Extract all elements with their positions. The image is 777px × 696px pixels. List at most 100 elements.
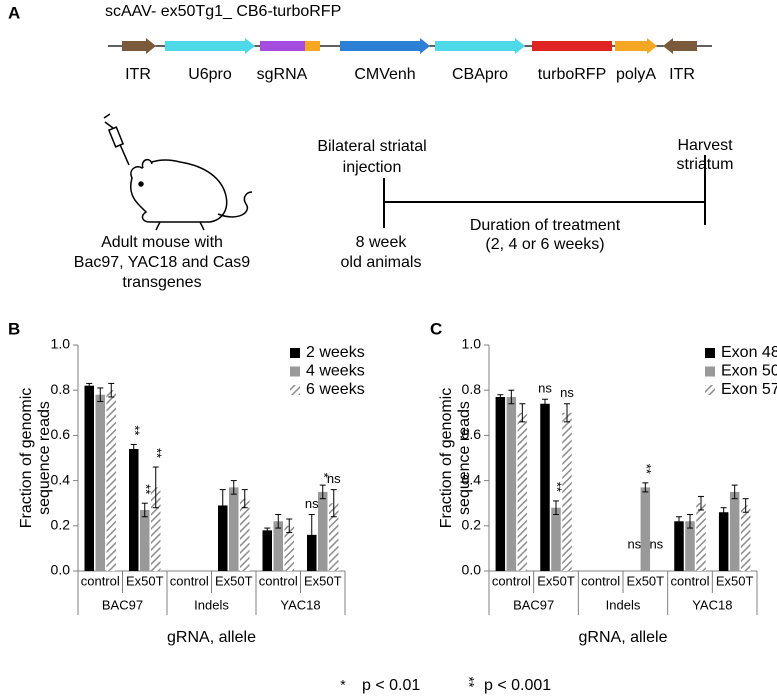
construct-element [663,38,697,54]
construct-element [340,38,430,54]
footnote-text: p < 0.01 [362,677,420,694]
error-bar [308,514,315,556]
x-tick-label: control [492,573,531,588]
construct-element [260,41,305,51]
x-tick-label: control [670,573,709,588]
error-bar [97,387,104,402]
bar [151,487,161,571]
construct-element [165,38,255,54]
bar [284,525,294,571]
legend-label: Exon 57 [721,381,777,398]
bar [685,521,695,571]
x-axis-label: gRNA, allele [167,629,256,646]
error-bar [230,480,237,495]
bar [674,521,684,571]
timeline-duration: Duration of treatment [470,217,621,234]
construct-element [122,38,156,54]
error-bar [642,482,649,493]
y-axis-label: sequence reads [36,401,53,515]
bar [551,507,561,571]
bar [540,403,550,571]
legend-swatch [705,385,715,395]
legend-label: 6 weeks [306,381,365,398]
error-bar [720,507,727,518]
significance-annotation: ns [649,536,663,551]
group-label: YAC18 [280,597,320,612]
construct-element [305,41,320,51]
bar [129,448,139,571]
group-label: BAC97 [102,597,143,612]
error-bar [698,495,704,511]
y-tick-label: 0.2 [462,517,482,533]
footnote-symbol: ** [461,677,477,688]
bar [262,530,272,571]
significance-annotation: * [316,473,331,478]
x-tick-label: control [170,573,209,588]
group-label: Indels [194,597,229,612]
bar [696,503,706,571]
bar [140,509,150,571]
error-bar [130,443,137,454]
significance-annotation: ** [127,425,142,435]
construct-label: CMVenh [354,66,415,83]
legend-swatch [705,348,715,358]
bar [229,487,239,571]
panel-label: C [430,319,442,338]
significance-annotation: ** [550,482,565,492]
timeline [383,155,706,228]
error-bar [676,516,682,527]
timeline-start-age: 8 week [356,234,408,251]
bar [506,396,517,571]
bar [562,412,572,571]
error-bar [542,398,548,409]
significance-annotation: ** [639,464,654,474]
error-bar [508,389,515,405]
y-tick-label: 0.0 [462,562,482,578]
bar [740,505,751,571]
error-bar [564,403,570,423]
legend-label: 2 weeks [306,344,365,361]
y-tick-label: 1.0 [51,336,71,352]
y-tick-label: 0.8 [51,381,71,397]
significance-annotation: ns [627,536,641,551]
error-bar [330,489,337,518]
y-tick-label: 0.4 [462,471,482,487]
error-bar [264,527,271,534]
mouse-caption: Bac97, YAC18 and Cas9 [74,254,251,271]
construct-label: U6pro [188,66,232,83]
bar [729,491,740,571]
x-tick-label: Ex50T [126,573,164,588]
group-label: Indels [606,597,641,612]
bar [640,487,651,571]
panel-label: A [8,3,20,22]
error-bar [86,382,93,389]
bar [495,396,506,571]
legend-label: Exon 50 [721,363,777,380]
footnote-symbol: * [340,677,346,693]
error-bar [497,394,504,400]
construct-element [615,38,657,54]
y-axis-label: sequence reads [456,401,473,515]
significance-annotation: ns [538,381,552,396]
bar [84,385,94,571]
construct-label: sgRNA [257,66,308,83]
bar [95,394,105,571]
x-axis-label: gRNA, allele [579,629,668,646]
y-axis-label: Fraction of genomic [438,388,455,529]
x-tick-label: control [81,573,120,588]
footnote-text: p < 0.001 [484,677,551,694]
x-tick-label: control [259,573,298,588]
construct-title: scAAV- ex50Tg1_ CB6-turboRFP [105,3,341,20]
error-bar [286,518,293,534]
x-tick-label: Ex50T [537,573,575,588]
timeline-end-event: striatum [677,156,734,173]
x-tick-label: Ex50T [627,573,665,588]
y-tick-label: 0.6 [462,426,482,442]
timeline-start-event: injection [343,159,402,176]
construct-label: polyA [616,66,656,83]
x-tick-label: Ex50T [716,573,754,588]
bar [517,412,528,571]
y-tick-label: 0.0 [51,562,71,578]
significance-annotation: ** [138,484,153,494]
